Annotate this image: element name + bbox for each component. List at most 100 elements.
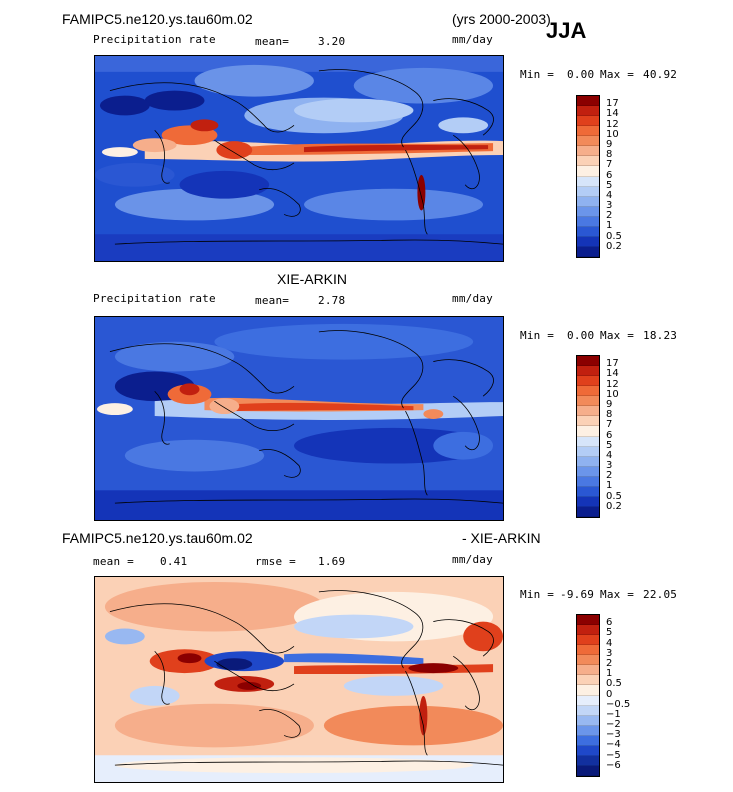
panel3-mean-label: mean = (93, 555, 134, 568)
colorbar-level-label: 1 (606, 668, 613, 680)
panel3-diff-suffix: - XIE-ARKIN (462, 530, 541, 546)
colorbar-level-label: 8 (606, 149, 613, 161)
colorbar-level-label: 0.5 (606, 230, 622, 242)
colorbar-level-label: −4 (606, 739, 621, 751)
colorbar-swatch (577, 705, 599, 716)
colorbar-swatch (577, 635, 599, 646)
panel2-field-label: Precipitation rate (93, 292, 216, 305)
panel3-mean-value: 0.41 (160, 555, 188, 568)
colorbar-level-label: 5 (606, 439, 613, 451)
colorbar-swatch (577, 426, 599, 437)
colorbar-level-label: 14 (606, 368, 619, 380)
colorbar-swatch (577, 366, 599, 377)
panel1-field-label: Precipitation rate (93, 33, 216, 46)
colorbar-level-label: 5 (606, 179, 613, 191)
panel2-obs-precip-map (94, 316, 504, 521)
colorbar-swatch (577, 436, 599, 447)
panel2-min-value: 0.00 (567, 329, 595, 342)
panel1-units: mm/day (452, 33, 493, 46)
panel2-units: mm/day (452, 292, 493, 305)
colorbar-swatch (577, 466, 599, 477)
colorbar-swatch (577, 156, 599, 167)
colorbar-swatch (577, 246, 599, 257)
colorbar-level-label: 5 (606, 627, 613, 639)
colorbar-swatch (577, 166, 599, 177)
colorbar-level-label: 10 (606, 388, 619, 400)
panel2-colorbar (576, 355, 600, 518)
colorbar-level-label: −5 (606, 749, 621, 761)
colorbar-swatch (577, 615, 599, 626)
panel3-model-title: FAMIPC5.ne120.ys.tau60m.02 (62, 530, 253, 546)
colorbar-swatch (577, 416, 599, 427)
colorbar-swatch (577, 685, 599, 696)
colorbar-level-label: 2 (606, 657, 613, 669)
panel2-mean-value: 2.78 (318, 294, 346, 307)
panel1-years-label: (yrs 2000-2003) (452, 11, 551, 27)
colorbar-swatch (577, 96, 599, 107)
panel3-max-label: Max = (600, 588, 635, 601)
colorbar-swatch (577, 196, 599, 207)
colorbar-swatch (577, 765, 599, 776)
colorbar-level-label: 17 (606, 98, 619, 110)
colorbar-swatch (577, 146, 599, 157)
colorbar-swatch (577, 396, 599, 407)
panel1-max-value: 40.92 (643, 68, 678, 81)
panel1-model-precip-map (94, 55, 504, 262)
colorbar-level-label: −1 (606, 708, 621, 720)
colorbar-swatch (577, 645, 599, 656)
colorbar-level-label: −0.5 (606, 698, 631, 710)
colorbar-level-label: 4 (606, 449, 613, 461)
colorbar-level-label: 7 (606, 419, 613, 431)
colorbar-swatch (577, 506, 599, 517)
colorbar-level-label: 2 (606, 470, 613, 482)
panel1-mean-value: 3.20 (318, 35, 346, 48)
colorbar-level-label: 9 (606, 138, 613, 150)
colorbar-swatch (577, 665, 599, 676)
colorbar-swatch (577, 386, 599, 397)
panel1-map-svg (95, 56, 503, 261)
colorbar-level-label: 10 (606, 128, 619, 140)
colorbar-level-label: 0 (606, 688, 613, 700)
colorbar-swatch (577, 735, 599, 746)
colorbar-swatch (577, 406, 599, 417)
colorbar-level-label: 14 (606, 108, 619, 120)
colorbar-level-label: 9 (606, 398, 613, 410)
panel2-max-value: 18.23 (643, 329, 678, 342)
panel2-dataset-title: XIE-ARKIN (277, 271, 348, 287)
panel2-min-label: Min = (520, 329, 555, 342)
season-label: JJA (546, 18, 587, 43)
colorbar-level-label: 0.2 (606, 240, 622, 252)
colorbar-swatch (577, 106, 599, 117)
colorbar-level-label: −3 (606, 729, 621, 741)
colorbar-swatch (577, 675, 599, 686)
colorbar-swatch (577, 356, 599, 367)
colorbar-swatch (577, 625, 599, 636)
colorbar-level-label: 4 (606, 637, 613, 649)
colorbar-swatch (577, 456, 599, 467)
colorbar-level-label: 3 (606, 460, 613, 472)
colorbar-level-label: 0.5 (606, 490, 622, 502)
panel1-min-label: Min = (520, 68, 555, 81)
panel1-mean-label: mean= (255, 35, 290, 48)
panel1-max-label: Max = (600, 68, 635, 81)
colorbar-level-label: 6 (606, 169, 613, 181)
colorbar-level-label: 3 (606, 647, 613, 659)
colorbar-swatch (577, 236, 599, 247)
panel3-difference-map (94, 576, 504, 783)
colorbar-swatch (577, 476, 599, 487)
colorbar-swatch (577, 745, 599, 756)
colorbar-level-label: 2 (606, 210, 613, 222)
colorbar-level-label: 0.5 (606, 678, 622, 690)
colorbar-swatch (577, 715, 599, 726)
colorbar-swatch (577, 186, 599, 197)
colorbar-swatch (577, 496, 599, 507)
colorbar-level-label: 12 (606, 118, 619, 130)
panel2-max-label: Max = (600, 329, 635, 342)
colorbar-swatch (577, 486, 599, 497)
colorbar-swatch (577, 206, 599, 217)
colorbar-swatch (577, 446, 599, 457)
panel3-min-label: Min = (520, 588, 555, 601)
panel1-colorbar (576, 95, 600, 258)
colorbar-swatch (577, 655, 599, 666)
panel2-mean-label: mean= (255, 294, 290, 307)
